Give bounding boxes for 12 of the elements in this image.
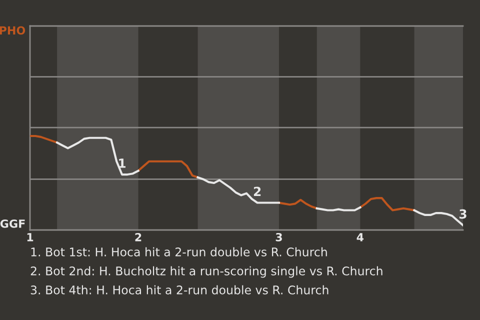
text: 3. Bot 4th: H. Hoca hit a 2-run double vs R. Church: [30, 285, 328, 294]
annotation: 2: [254, 186, 261, 196]
x-tick-label: 3: [276, 232, 282, 242]
text: GGF: [0, 219, 25, 228]
x-tick-label: 2: [135, 232, 142, 242]
annotation: 3: [459, 209, 466, 219]
text: 1. Bot 1st: H. Hoca hit a 2-run double vs R. Church: [31, 247, 327, 256]
x-tick-label: 4: [356, 233, 364, 242]
x-tick-label: 1: [27, 233, 34, 242]
text: 2. Bot 2nd: H. Bucholtz hit a run-scoring single vs R. Church: [30, 266, 382, 278]
annotation: 1: [119, 158, 126, 168]
text: PHO: [0, 26, 26, 35]
